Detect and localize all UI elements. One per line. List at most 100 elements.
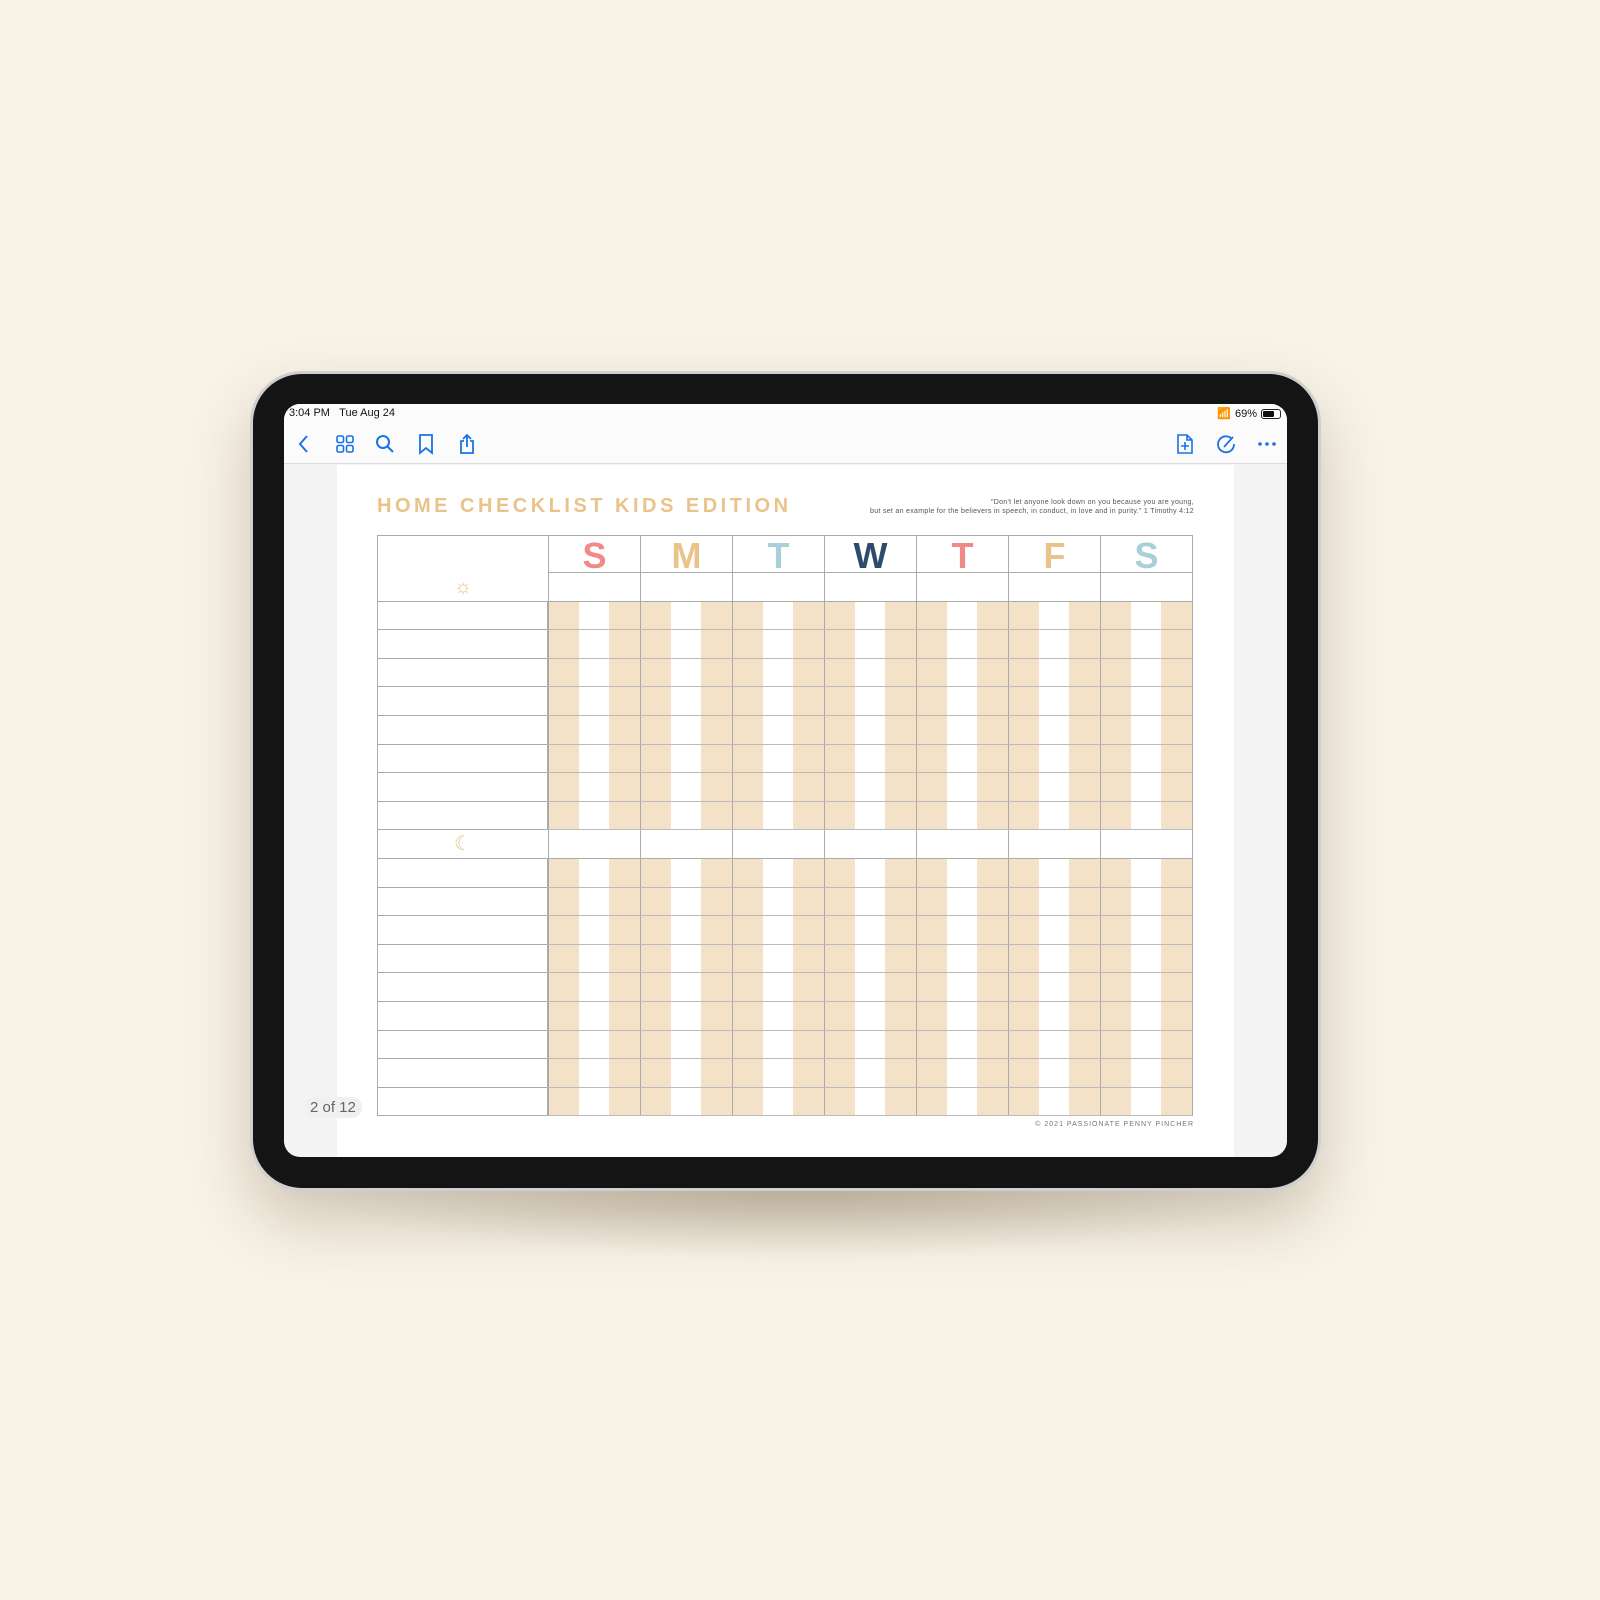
column-divider (732, 601, 733, 831)
status-bar: 3:04 PM Tue Aug 24 📶 69% (284, 404, 1287, 424)
day-header: S (548, 536, 640, 576)
screen: 3:04 PM Tue Aug 24 📶 69% HOME CHECKLIST … (284, 404, 1287, 1157)
task-row[interactable] (548, 973, 1192, 1002)
check-stripe (609, 859, 640, 1117)
section-header-cell (824, 573, 916, 602)
copyright: © 2021 PASSIONATE PENNY PINCHER (1035, 1121, 1194, 1128)
day-header: T (732, 536, 824, 576)
section-header-cell (640, 830, 732, 859)
document-page[interactable]: HOME CHECKLIST KIDS EDITION "Don't let a… (337, 465, 1234, 1157)
more-icon[interactable] (1256, 433, 1278, 455)
task-row[interactable] (548, 659, 1192, 688)
task-row[interactable] (548, 859, 1192, 888)
column-divider (1100, 859, 1101, 1117)
checklist-grid: S M T W T F S ☼ ☾ (377, 535, 1193, 1117)
check-stripe (640, 859, 671, 1117)
check-stripe (1008, 601, 1039, 831)
task-label-cell[interactable] (378, 859, 548, 888)
section-header-cell (640, 573, 732, 602)
task-label-cell[interactable] (378, 658, 548, 688)
check-stripe (640, 601, 671, 831)
column-divider (640, 859, 641, 1117)
task-label-cell[interactable] (378, 1059, 548, 1088)
task-label-cell[interactable] (378, 716, 548, 745)
markup-icon[interactable] (1215, 433, 1237, 455)
task-label-cell[interactable] (378, 887, 548, 917)
check-stripe (1069, 601, 1100, 831)
bible-quote: "Don't let anyone look down on you becau… (870, 499, 1194, 515)
task-row[interactable] (548, 602, 1192, 631)
back-icon[interactable] (293, 433, 315, 455)
divider (548, 536, 549, 573)
task-row[interactable] (548, 745, 1192, 774)
check-stripe (916, 601, 947, 831)
bookmark-icon[interactable] (415, 433, 437, 455)
task-label-cell[interactable] (378, 601, 548, 631)
task-label-cell[interactable] (378, 1030, 548, 1060)
task-label-cell[interactable] (378, 973, 548, 1002)
column-divider (824, 859, 825, 1117)
check-stripe (732, 859, 763, 1117)
column-divider (1008, 859, 1009, 1117)
task-row[interactable] (548, 773, 1192, 802)
task-label-cell[interactable] (378, 1002, 548, 1031)
column-divider (1100, 601, 1101, 831)
sun-icon: ☼ (378, 573, 548, 602)
day-header: M (640, 536, 732, 576)
search-icon[interactable] (374, 433, 396, 455)
column-divider (548, 601, 549, 831)
check-stripe (548, 859, 579, 1117)
task-row[interactable] (548, 1002, 1192, 1031)
task-label-cell[interactable] (378, 687, 548, 716)
check-stripe (885, 601, 916, 831)
task-row[interactable] (548, 945, 1192, 974)
task-row[interactable] (548, 630, 1192, 659)
check-stripe (1100, 859, 1131, 1117)
task-label-cell[interactable] (378, 773, 548, 802)
column-divider (824, 601, 825, 831)
section-header-cell (548, 573, 640, 602)
grid-icon[interactable] (334, 433, 356, 455)
column-divider (916, 859, 917, 1117)
battery-percent: 69% (1234, 407, 1257, 420)
task-row[interactable] (548, 687, 1192, 716)
task-label-cell[interactable] (378, 630, 548, 659)
check-stripe (1069, 859, 1100, 1117)
section-header-cell (548, 830, 640, 859)
wifi-icon: 📶 (1217, 408, 1231, 420)
check-stripe (977, 859, 1008, 1117)
task-row[interactable] (548, 716, 1192, 745)
add-page-icon[interactable] (1174, 433, 1196, 455)
section-header-cell (732, 830, 824, 859)
task-row[interactable] (548, 888, 1192, 917)
section-header-cell (1100, 573, 1192, 602)
day-header: F (1008, 536, 1100, 576)
section-header-cell (1008, 573, 1100, 602)
task-row[interactable] (548, 802, 1192, 831)
task-label-cell[interactable] (378, 744, 548, 774)
task-label-cell[interactable] (378, 1087, 548, 1117)
task-label-cell[interactable] (378, 801, 548, 831)
share-icon[interactable] (456, 433, 478, 455)
check-stripe (793, 601, 824, 831)
page-indicator: 2 of 12 (304, 1097, 362, 1118)
day-header: S (1100, 536, 1192, 576)
check-stripe (916, 859, 947, 1117)
toolbar (284, 424, 1287, 464)
check-stripe (701, 601, 732, 831)
moon-icon: ☾ (378, 830, 548, 859)
section-header-cell (916, 573, 1008, 602)
task-label-cell[interactable] (378, 944, 548, 974)
task-row[interactable] (548, 1059, 1192, 1088)
task-label-cell[interactable] (378, 916, 548, 945)
task-row[interactable] (548, 1031, 1192, 1060)
task-row[interactable] (548, 916, 1192, 945)
column-divider (732, 859, 733, 1117)
check-stripe (977, 601, 1008, 831)
check-stripe (732, 601, 763, 831)
section-header-cell (916, 830, 1008, 859)
task-row[interactable] (548, 1088, 1192, 1117)
column-divider (916, 601, 917, 831)
check-stripe (1161, 859, 1192, 1117)
day-header: W (824, 536, 916, 576)
